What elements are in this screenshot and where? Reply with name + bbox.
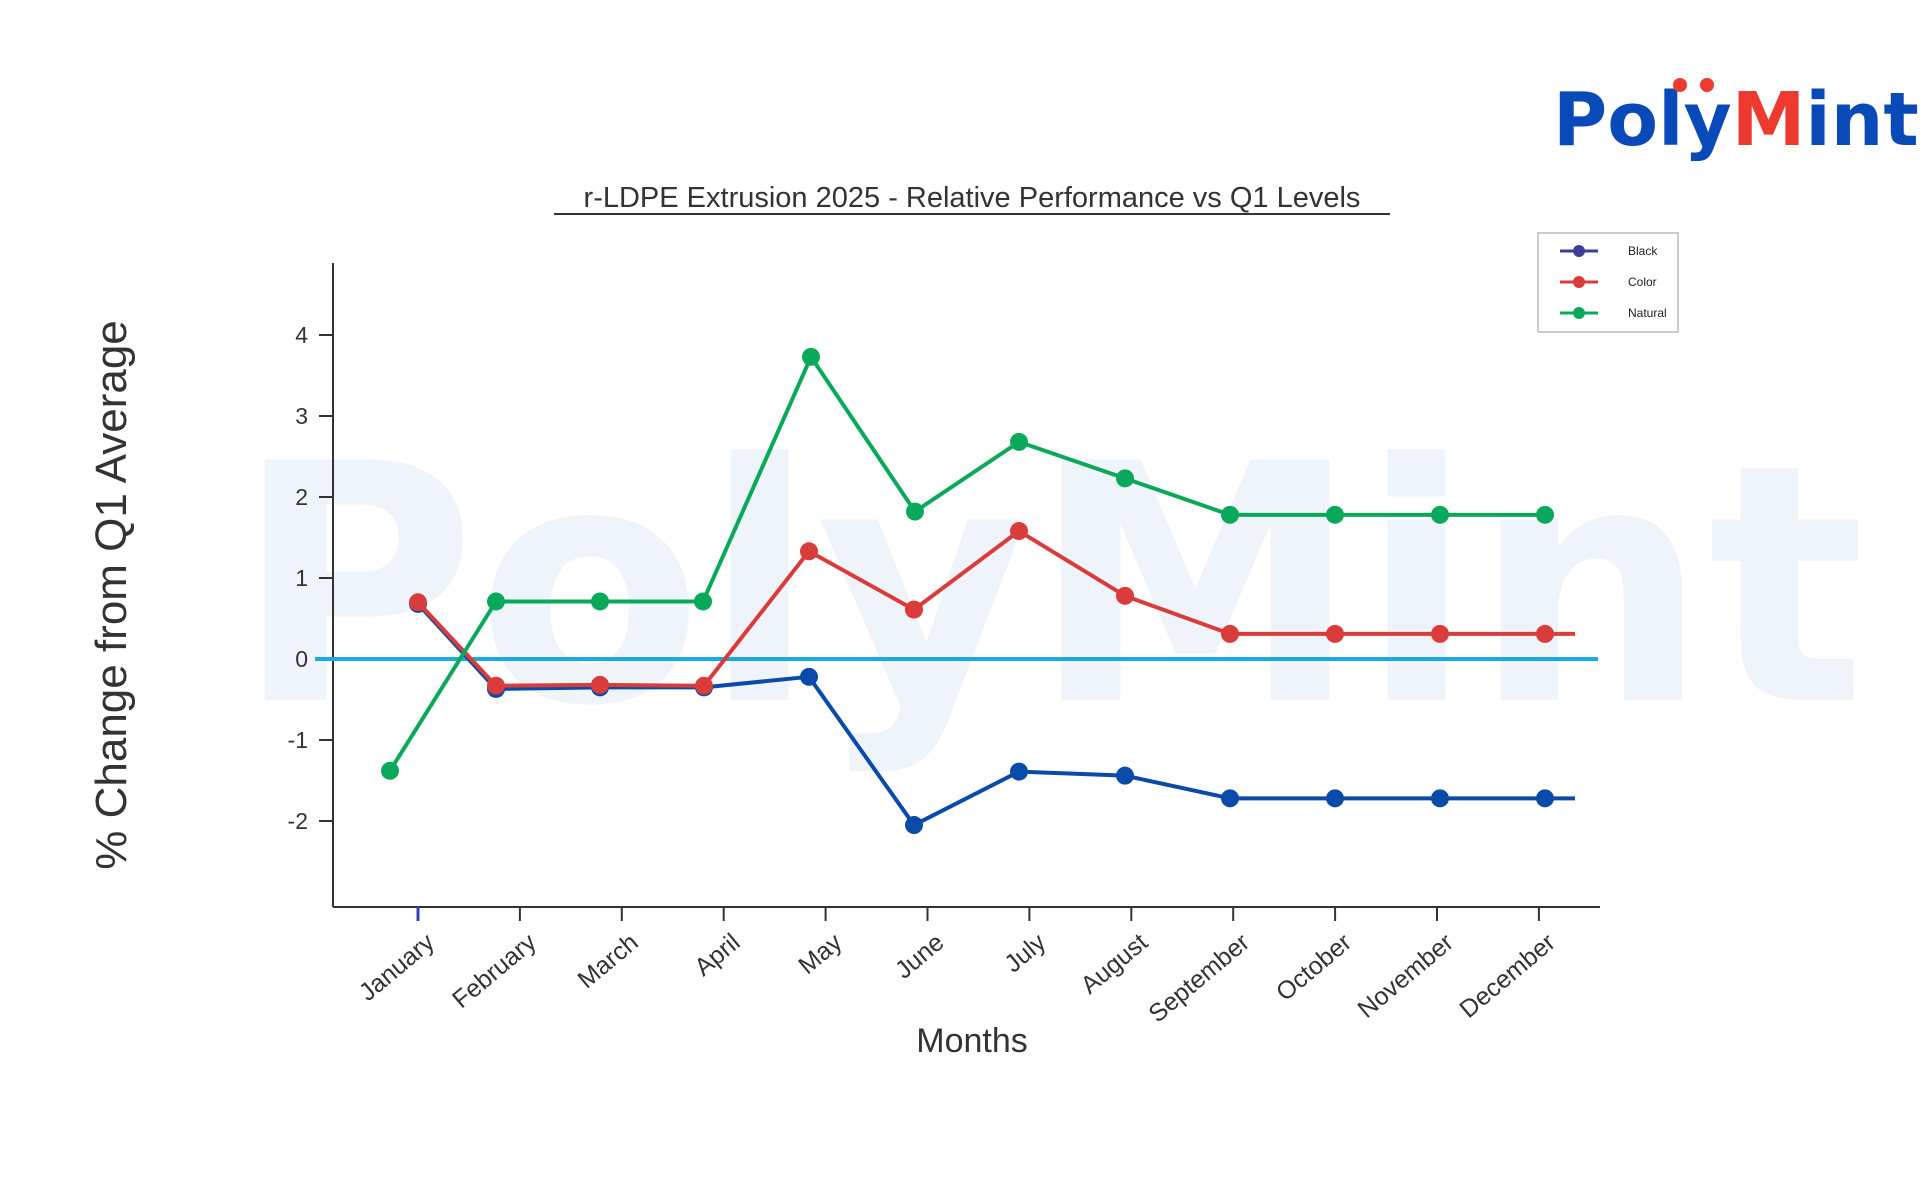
x-tick-label: May (793, 928, 848, 980)
watermark: PolyMint (235, 394, 1866, 778)
x-tick-label: April (689, 928, 745, 982)
data-point-black (1326, 789, 1344, 808)
logo-wordmark: PolyMint (1553, 77, 1919, 163)
y-tick-label: 0 (295, 646, 308, 672)
legend-marker-color (1573, 276, 1585, 288)
x-tick-label: October (1271, 928, 1357, 1007)
data-point-color (1116, 586, 1134, 605)
y-axis-title: % Change from Q1 Average (87, 320, 136, 870)
legend-label-color: Color (1628, 275, 1657, 289)
data-point-black (905, 816, 923, 835)
x-tick-label: March (572, 928, 643, 994)
data-point-black (1116, 766, 1134, 785)
y-tick-label: 1 (295, 565, 308, 591)
data-point-color (1536, 624, 1554, 643)
data-point-color (800, 542, 818, 561)
data-point-color (1431, 624, 1449, 643)
legend-marker-black (1573, 245, 1585, 257)
data-point-natural (1536, 505, 1554, 524)
x-tick-label: January (354, 928, 441, 1007)
data-point-color (1221, 624, 1239, 643)
data-point-black (800, 667, 818, 686)
watermark-text: PolyMint (235, 394, 1866, 778)
data-point-natural (591, 592, 609, 611)
y-tick-label: -2 (288, 808, 308, 834)
data-point-natural (906, 502, 924, 521)
x-tick-label: September (1143, 928, 1255, 1028)
x-tick-label: November (1353, 928, 1459, 1024)
x-tick-label: June (890, 928, 950, 984)
x-axis-ticks: January February March April May June July Augu… (354, 907, 1561, 1028)
y-tick-label: -1 (288, 727, 308, 753)
logo-part-m: M (1732, 77, 1806, 163)
data-point-natural (802, 347, 820, 366)
data-point-black (1536, 789, 1554, 808)
data-point-color (695, 676, 713, 695)
data-point-natural (694, 592, 712, 611)
data-point-black (1221, 789, 1239, 808)
y-tick-label: 4 (295, 322, 308, 348)
data-point-natural (381, 761, 399, 780)
legend-marker-natural (1573, 307, 1585, 319)
data-point-black (1010, 762, 1028, 781)
data-point-color (409, 593, 427, 612)
data-point-color (1326, 624, 1344, 643)
logo-part-int: int (1805, 77, 1918, 163)
series-color (409, 522, 1575, 695)
logo-dot-right (1700, 78, 1714, 92)
series-line-natural (388, 354, 1545, 772)
logo-dot-left (1673, 78, 1687, 92)
series-natural (381, 347, 1554, 780)
chart-title: r-LDPE Extrusion 2025 - Relative Perform… (584, 182, 1361, 214)
data-point-natural (1010, 432, 1028, 451)
legend: Black Color Natural (1537, 232, 1679, 333)
x-tick-label: July (999, 928, 1051, 978)
x-tick-label: February (447, 928, 542, 1014)
y-axis-ticks: -2 -1 0 1 2 3 4 (288, 322, 333, 834)
data-point-natural (487, 592, 505, 611)
series-lines (381, 347, 1575, 835)
data-point-color (591, 675, 609, 694)
data-point-natural (1116, 469, 1134, 488)
data-point-natural (1326, 505, 1344, 524)
legend-label-natural: Natural (1628, 306, 1667, 320)
data-point-color (1010, 522, 1028, 541)
data-point-natural (1431, 505, 1449, 524)
y-tick-label: 2 (295, 484, 308, 510)
data-point-black (1431, 789, 1449, 808)
data-point-color (905, 600, 923, 619)
logo-part-poly: Poly (1553, 77, 1732, 163)
legend-label-black: Black (1628, 244, 1658, 258)
data-point-natural (1221, 505, 1239, 524)
x-tick-label: December (1454, 928, 1560, 1024)
polymint-logo: PolyMint (1553, 77, 1919, 163)
x-axis-title: Months (916, 1022, 1028, 1060)
x-tick-label: August (1076, 928, 1154, 1000)
data-point-color (487, 676, 505, 695)
y-tick-label: 3 (295, 403, 308, 429)
